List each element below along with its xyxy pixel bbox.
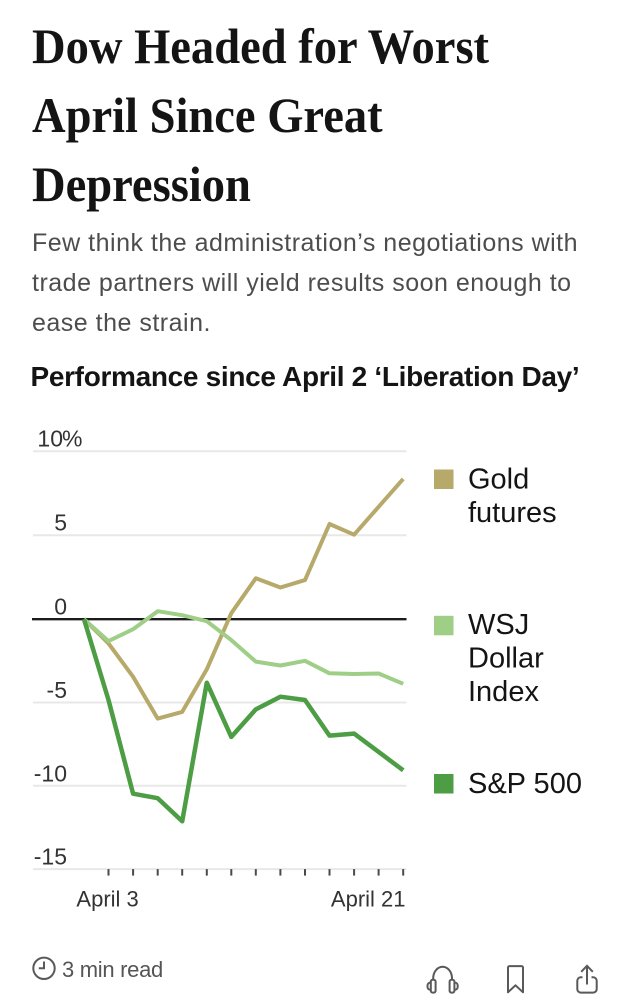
svg-text:S&P 500: S&P 500 <box>468 768 582 800</box>
svg-text:April 21: April 21 <box>331 887 406 912</box>
svg-text:WSJ: WSJ <box>468 609 529 641</box>
svg-text:-5: -5 <box>47 677 67 703</box>
svg-text:April 3: April 3 <box>76 887 138 912</box>
svg-text:0: 0 <box>54 594 67 620</box>
svg-text:10: 10 <box>37 426 63 452</box>
svg-text:5: 5 <box>54 510 67 536</box>
svg-text:futures: futures <box>468 497 557 529</box>
svg-text:Dollar: Dollar <box>468 642 544 674</box>
svg-text:3 min read: 3 min read <box>62 957 163 982</box>
svg-text:-15: -15 <box>34 844 67 870</box>
svg-text:Gold: Gold <box>468 464 529 496</box>
svg-text:Index: Index <box>468 676 539 708</box>
svg-text:-10: -10 <box>34 760 67 786</box>
svg-text:%: % <box>62 426 82 452</box>
